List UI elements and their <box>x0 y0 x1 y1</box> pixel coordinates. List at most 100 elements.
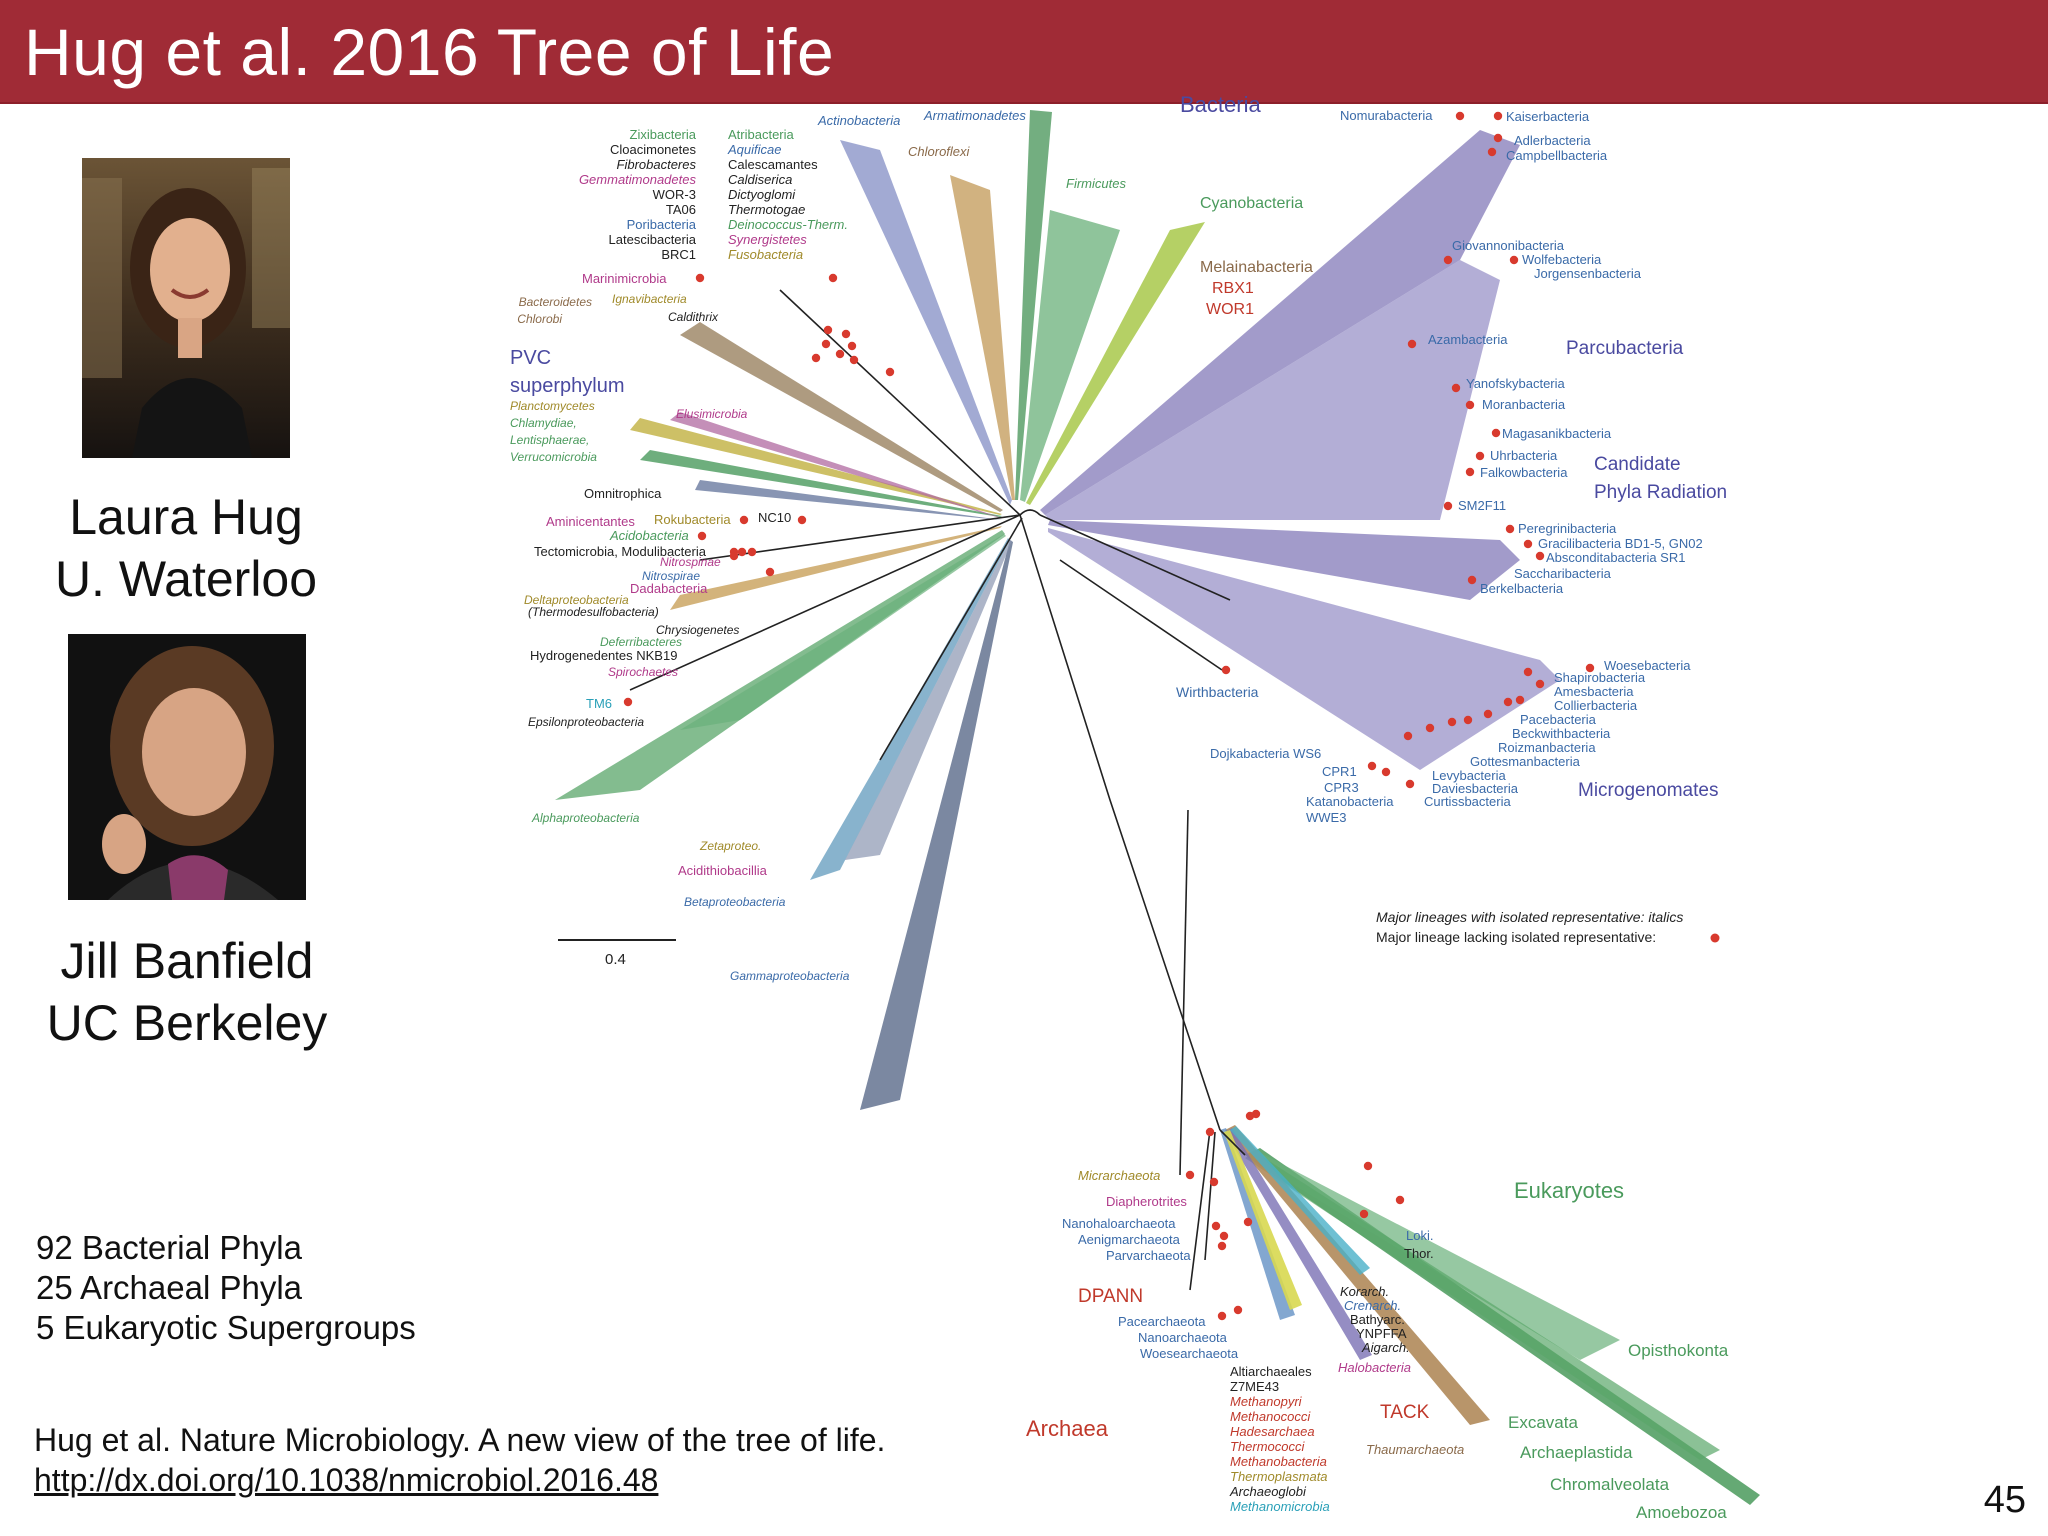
taxon-label: Giovannonibacteria <box>1452 238 1565 253</box>
taxon-label: Tectomicrobia, Modulibacteria <box>534 544 707 559</box>
taxon-label: Betaproteobacteria <box>684 895 786 909</box>
taxon-label: Gottesmanbacteria <box>1470 754 1581 769</box>
taxon-label: Roizmanbacteria <box>1498 740 1596 755</box>
taxon-label: Actinobacteria <box>817 113 900 128</box>
taxon-label: WWE3 <box>1306 810 1346 825</box>
bacteroidetes-wedge <box>680 322 1003 512</box>
legend-dot: Major lineage lacking isolated represent… <box>1376 929 1656 945</box>
pvc-label-1: PVC <box>510 347 551 369</box>
taxon-label: Fibrobacteres <box>617 157 697 172</box>
uncultured-lineage-dot <box>1509 255 1519 265</box>
taxon-label: Acidithiobacillia <box>678 863 768 878</box>
omnitrophica-wedge <box>695 480 1002 520</box>
taxon-label: Altiarchaeales <box>1230 1364 1312 1379</box>
taxon-label: Korarch. <box>1340 1284 1389 1299</box>
uncultured-lineage-dot <box>1443 501 1453 511</box>
uncultured-lineage-dot <box>1381 767 1391 777</box>
eukaryote-wedge-excavata <box>1245 1150 1620 1360</box>
taxon-label: Methanobacteria <box>1230 1454 1327 1469</box>
scale-bar-label: 0.4 <box>605 951 626 968</box>
uncultured-lineage-dot <box>1523 539 1533 549</box>
deltaproteo-wedge <box>670 526 1002 610</box>
uncultured-lineage-dot <box>1535 551 1545 561</box>
uncultured-dots <box>623 111 1595 1321</box>
taxon-label: Methanomicrobia <box>1230 1499 1330 1514</box>
uncultured-lineage-dot <box>835 349 845 359</box>
taxon-label: RBX1 <box>1212 280 1254 297</box>
uncultured-lineage-dot <box>1211 1221 1221 1231</box>
uncultured-lineage-dot <box>1535 679 1545 689</box>
page-number: 45 <box>1983 1479 2026 1521</box>
uncultured-lineage-dot <box>811 353 821 363</box>
taxon-label: Parvarchaeota <box>1106 1248 1191 1263</box>
taxon-label: Amesbacteria <box>1554 684 1634 699</box>
citation: Hug et al. Nature Microbiology. A new vi… <box>34 1422 886 1458</box>
branch-4 <box>879 517 1023 761</box>
taxon-label: Chloroflexi <box>908 144 971 159</box>
taxon-label: Gammaproteobacteria <box>730 969 850 983</box>
taxon-label: Nanohaloarchaeota <box>1062 1216 1176 1231</box>
taxon-label: Falkowbacteria <box>1480 465 1568 480</box>
uncultured-lineage-dot <box>1491 428 1501 438</box>
taxon-label: Calescamantes <box>728 157 818 172</box>
taxon-label: BRC1 <box>661 247 696 262</box>
taxon-label: Gracilibacteria BD1-5, GN02 <box>1538 536 1703 551</box>
microgenomates-label: Microgenomates <box>1578 780 1718 801</box>
taxon-label: Methanococci <box>1230 1409 1311 1424</box>
uncultured-lineage-dot <box>739 515 749 525</box>
taxon-label: Atribacteria <box>728 127 795 142</box>
armatimonadetes-wedge <box>1015 110 1052 500</box>
taxon-label: Aigarch. <box>1361 1340 1410 1355</box>
taxon-label: Planctomycetes <box>510 399 595 413</box>
taxon-label: Daviesbacteria <box>1432 781 1519 796</box>
taxon-label: Wolfebacteria <box>1522 252 1602 267</box>
taxon-label: Katanobacteria <box>1306 794 1394 809</box>
taxon-label: Epsilonproteobacteria <box>528 715 644 729</box>
uncultured-lineage-dot <box>1523 667 1533 677</box>
uncultured-lineage-dot <box>1185 1170 1195 1180</box>
branch-3 <box>629 514 1021 691</box>
taxon-label: WOR-3 <box>653 187 696 202</box>
taxon-label: Shapirobacteria <box>1554 670 1646 685</box>
uncultured-lineage-dot <box>847 341 857 351</box>
taxon-label: Thermotogae <box>728 202 805 217</box>
taxon-label: Dojkabacteria WS6 <box>1210 746 1321 761</box>
uncultured-lineage-dot <box>1465 467 1475 477</box>
taxon-label: Absconditabacteria SR1 <box>1546 550 1685 565</box>
taxon-label: Armatimonadetes <box>923 108 1026 123</box>
taxon-label: Amoebozoa <box>1636 1503 1727 1522</box>
cyanobacteria-wedge <box>1026 222 1205 505</box>
taxon-label: Hadesarchaea <box>1230 1424 1315 1439</box>
taxon-label: Campbellbacteria <box>1506 148 1608 163</box>
taxon-label: Deltaproteobacteria <box>524 593 629 607</box>
pvc-label-2: superphylum <box>510 375 625 397</box>
taxon-label: Chlamydiae, <box>510 416 577 430</box>
cpr-wedge-mid <box>1045 260 1500 520</box>
uncultured-lineage-dot <box>797 515 807 525</box>
taxon-label: Chrysiogenetes <box>656 623 739 637</box>
doi-link[interactable]: http://dx.doi.org/10.1038/nmicrobiol.201… <box>34 1462 659 1498</box>
person-affiliation: UC Berkeley <box>46 995 328 1051</box>
taxon-label: Elusimicrobia <box>676 407 748 421</box>
uncultured-lineage-dot <box>765 567 775 577</box>
taxon-label: Ignavibacteria <box>612 292 687 306</box>
branch-archaea-split <box>1179 809 1189 1176</box>
taxon-label: Dadabacteria <box>630 581 708 596</box>
taxon-label: Hydrogenedentes NKB19 <box>530 648 677 663</box>
uncultured-lineage-dot <box>1251 1109 1261 1119</box>
uncultured-lineage-dot <box>1451 383 1461 393</box>
elusimicrobia-wedge <box>670 412 1002 518</box>
uncultured-lineage-dot <box>1585 663 1595 673</box>
uncultured-lineage-dot <box>821 339 831 349</box>
cpr-label-2: Phyla Radiation <box>1594 482 1727 503</box>
cpr-wedge-top <box>1040 130 1520 515</box>
archaea-wedge-teal <box>1230 1126 1370 1275</box>
uncultured-lineage-dot <box>1493 133 1503 143</box>
taxon-label: Thermoplasmata <box>1230 1469 1328 1484</box>
person-name: Laura Hug <box>69 489 303 545</box>
taxon-label: Halobacteria <box>1338 1360 1411 1375</box>
taxon-label: Synergistetes <box>728 232 807 247</box>
taxon-label: WOR1 <box>1206 301 1254 318</box>
taxon-label: Aquificae <box>727 142 781 157</box>
taxon-label: Diapherotrites <box>1106 1194 1187 1209</box>
